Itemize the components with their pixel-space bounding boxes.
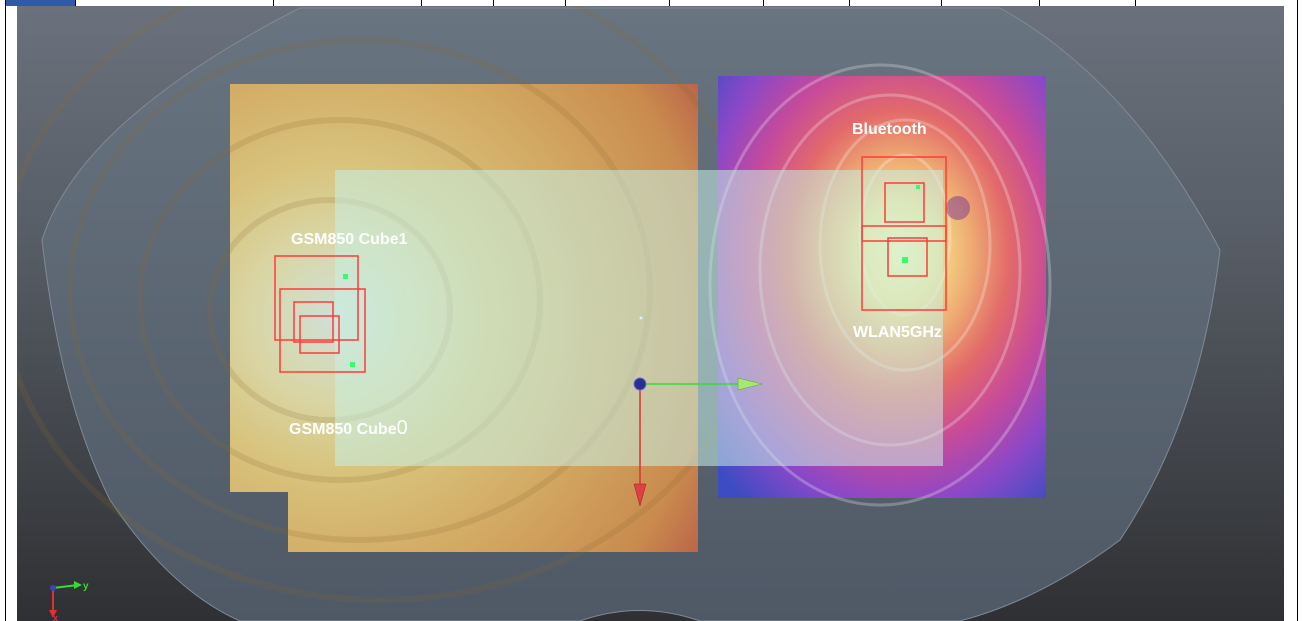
table-cell[interactable]: [274, 0, 422, 6]
bluetooth-probe-point: [916, 185, 920, 189]
gsm850-cube1-label: GSM850 Cube1: [291, 231, 408, 248]
y-axis-arrowhead[interactable]: [737, 377, 763, 391]
bluetooth-label: Bluetooth: [852, 121, 927, 138]
table-cell[interactable]: [494, 0, 566, 6]
center-marker: [639, 316, 643, 320]
origin-handle[interactable]: [633, 377, 647, 391]
3d-viewport[interactable]: GSM850 Cube1 GSM850 Cube0 Bluetooth WLAN…: [17, 6, 1284, 621]
orientation-triad: y x: [49, 581, 89, 621]
frame-border-right: [1297, 0, 1298, 621]
triad-y-label: y: [83, 581, 89, 592]
gsm850-cube1-probe-point: [343, 274, 348, 279]
gsm850-cube0-inner-box[interactable]: [299, 315, 340, 354]
table-cell[interactable]: [566, 0, 670, 6]
table-cell-active[interactable]: [5, 0, 76, 6]
table-cell[interactable]: [670, 0, 764, 6]
frame-border-left: [5, 0, 6, 621]
table-cell[interactable]: [942, 0, 1040, 6]
gsm850-cube1-inner-box[interactable]: [293, 301, 334, 343]
gsm850-cube0-label: GSM850 Cube0: [289, 417, 408, 439]
bluetooth-wlan-boxes: [861, 156, 947, 311]
viewport-canvas[interactable]: GSM850 Cube1 GSM850 Cube0 Bluetooth WLAN…: [17, 6, 1284, 621]
origin-axes-gizmo[interactable]: [633, 377, 763, 507]
gsm850-cube1-outer-box[interactable]: [274, 255, 359, 341]
bluetooth-outer-box[interactable]: [861, 156, 947, 242]
wlan5ghz-outer-box[interactable]: [861, 225, 947, 311]
wlan5ghz-inner-box[interactable]: [887, 237, 928, 277]
triad-x-label: x: [53, 613, 58, 621]
wlan5ghz-probe-point: [902, 257, 908, 263]
field-hotspot: [946, 196, 970, 220]
gsm850-cube0-probe-point: [350, 362, 355, 367]
table-cell[interactable]: [850, 0, 942, 6]
table-cell[interactable]: [764, 0, 850, 6]
table-cell[interactable]: [1040, 0, 1136, 6]
x-axis-arrowhead[interactable]: [633, 483, 647, 507]
gsm850-cube-boxes: [274, 255, 366, 373]
device-overlay: [335, 170, 943, 466]
wlan5ghz-label: WLAN5GHz: [853, 324, 942, 341]
table-cell[interactable]: [76, 0, 274, 6]
bluetooth-inner-box[interactable]: [884, 182, 925, 223]
gsm850-cube0-outer-box[interactable]: [279, 288, 366, 373]
table-cell[interactable]: [422, 0, 494, 6]
